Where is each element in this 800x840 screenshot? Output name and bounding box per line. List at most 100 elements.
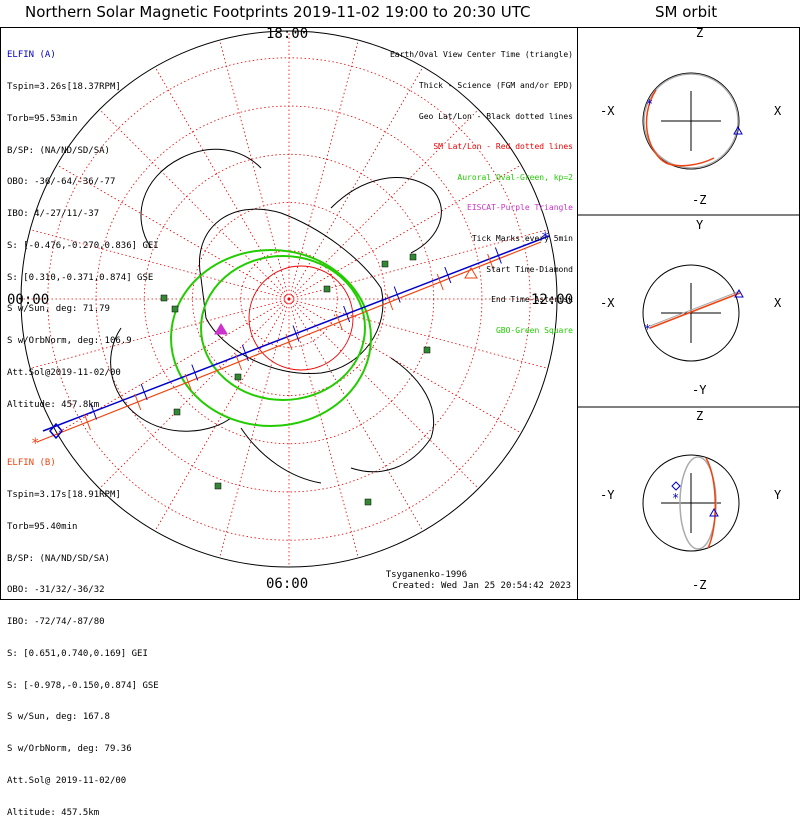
elfin-b-tick bbox=[83, 413, 91, 431]
elfin-b-tick bbox=[386, 293, 394, 311]
earth-circle bbox=[642, 72, 740, 170]
legend-entry: Thick - Science (FGM and/or EPD) bbox=[418, 81, 573, 91]
elfin-b-line: B/SP: (NA/ND/SD/SA) bbox=[7, 553, 110, 564]
sm-longitude-line bbox=[99, 109, 290, 300]
elfin-a-tick bbox=[343, 305, 351, 323]
legend-entry: End Time-Asterisk bbox=[491, 295, 573, 305]
orbit3-left-label: -Y bbox=[600, 488, 615, 502]
legend-entry: SM Lat/Lon - Red dotted lines bbox=[433, 142, 573, 152]
legend-entry: Earth/Oval View Center Time (triangle) bbox=[389, 50, 573, 60]
elfin-b-tick bbox=[184, 373, 192, 391]
elfin-a-line: S w/Sun, deg: 71.79 bbox=[7, 304, 110, 315]
elfin-b-line: S w/OrbNorm, deg: 79.36 bbox=[7, 744, 132, 755]
sm-longitude-line bbox=[288, 298, 479, 489]
orbit1-top-label: Z bbox=[696, 26, 704, 40]
mlt-label-right: 12:00 bbox=[531, 292, 574, 308]
footprint-map-panel: * * 18:00 00:00 12:00 06:00 ELFIN (A) Tsp… bbox=[0, 26, 578, 818]
sm-longitude-line bbox=[288, 40, 359, 300]
elfin-a-marker bbox=[709, 507, 719, 517]
elfin-a-tick bbox=[191, 364, 199, 381]
elfin-b-orbit bbox=[705, 457, 716, 549]
sm-longitude-line bbox=[30, 298, 290, 369]
elfin-a-marker bbox=[734, 288, 744, 298]
sm-longitude-line bbox=[154, 298, 290, 532]
elfin-b-line: S: [0.651,0.740,0.169] GEI bbox=[7, 648, 148, 659]
elfin-a-tick bbox=[241, 344, 249, 362]
sm-longitude-line bbox=[288, 109, 479, 300]
sm-longitude-line bbox=[219, 298, 290, 558]
elfin-a-start-diamond bbox=[671, 481, 681, 491]
elfin-b-tick bbox=[436, 273, 444, 291]
chart-title: Northern Solar Magnetic Footprints 2019-… bbox=[25, 3, 531, 21]
elfin-b-line: Altitude: 457.5km bbox=[7, 807, 100, 818]
elfin-b-end-asterisk: * bbox=[31, 436, 39, 452]
elfin-a-marker bbox=[733, 125, 743, 135]
coastline bbox=[140, 148, 262, 249]
legend-entry: Geo Lat/Lon - Black dotted lines bbox=[418, 111, 573, 121]
legend-entry: Auroral Oval-Green, kp=2 bbox=[457, 172, 573, 182]
elfin-b-line: OBO: -31/32/-36/32 bbox=[7, 585, 105, 596]
elfin-a-tick bbox=[393, 286, 401, 303]
orbit-panel-2 bbox=[642, 264, 740, 362]
coastline bbox=[330, 177, 442, 254]
elfin-a-asterisk: * bbox=[672, 491, 679, 505]
sm-longitude-line bbox=[56, 164, 290, 300]
orbit-panel-3 bbox=[642, 454, 740, 552]
elfin-a-line: IBO: 4/-27/11/-37 bbox=[7, 209, 100, 220]
orbit2-right-label: X bbox=[774, 296, 782, 310]
gbo-station-square bbox=[323, 285, 331, 293]
elfin-orbit-gray bbox=[643, 73, 739, 169]
elfin-b-tick bbox=[285, 333, 293, 351]
elfin-a-tick bbox=[444, 266, 452, 284]
elfin-a-line: S: [-0.476,-0.270,0.836] GEI bbox=[7, 240, 159, 251]
sm-longitude-line bbox=[288, 229, 548, 300]
sm-pole-circle bbox=[248, 265, 354, 371]
elfin-b-line: Tspin=3.17s[18.91RPM] bbox=[7, 489, 121, 500]
orbit3-bottom-label: -Z bbox=[692, 578, 707, 592]
sm-longitude-line bbox=[288, 164, 522, 300]
orbit3-top-label: Z bbox=[696, 409, 704, 423]
footprint-map: ** bbox=[20, 30, 558, 568]
sm-longitude-line bbox=[288, 298, 548, 369]
legend-entry: EISCAT-Purple Triangle bbox=[467, 203, 573, 213]
elfin-a-line: Att.Sol@2019-11-02/00 bbox=[7, 368, 121, 378]
elfin-b-line: Torb=95.40min bbox=[7, 521, 78, 532]
orbit-title: SM orbit bbox=[655, 3, 718, 21]
elfin-a-line: Tspin=3.26s[18.37RPM] bbox=[7, 81, 121, 92]
orbit2-bottom-label: -Y bbox=[692, 383, 707, 397]
auroral-oval-inner bbox=[200, 255, 366, 401]
elfin-a-tick bbox=[140, 383, 148, 401]
gbo-station-square bbox=[234, 373, 242, 381]
elfin-a-line: S w/OrbNorm, deg: 106.9 bbox=[7, 336, 132, 347]
orbit1-bottom-label: -Z bbox=[692, 193, 707, 207]
orbit2-left-label: -X bbox=[600, 296, 615, 310]
elfin-a-start-diamond bbox=[49, 422, 63, 440]
orbit2-top-label: Y bbox=[696, 218, 704, 232]
legend-entry: Tick Marks every 5min bbox=[471, 234, 573, 244]
sm-longitude-line bbox=[99, 298, 290, 489]
map-boundary bbox=[20, 30, 558, 568]
coastline bbox=[110, 327, 232, 432]
sm-longitude-line bbox=[30, 229, 290, 300]
gbo-station-square bbox=[160, 294, 168, 302]
elfin-a-line: Torb=95.53min bbox=[7, 113, 78, 124]
view-center-triangle bbox=[464, 267, 478, 279]
elfin-b-line: S w/Sun, deg: 167.8 bbox=[7, 712, 110, 723]
elfin-b-info: ELFIN (B) Tspin=3.17s[18.91RPM] Torb=95.… bbox=[7, 437, 159, 840]
orbit3-right-label: Y bbox=[774, 488, 782, 502]
sm-orbit-plots: * * * bbox=[578, 72, 799, 552]
elfin-a-name: ELFIN (A) bbox=[7, 50, 56, 61]
sm-orbit-panel: * * * Z -Z -X X Y -Y -X X Z -Z -Y Y bbox=[578, 26, 800, 600]
orbit-panel-1 bbox=[642, 72, 740, 170]
sm-longitude-line bbox=[154, 66, 290, 300]
gbo-station-square bbox=[381, 260, 389, 268]
earth-circle bbox=[642, 264, 740, 362]
elfin-a-line: B/SP: (NA/ND/SD/SA) bbox=[7, 145, 110, 156]
elfin-b-tick bbox=[235, 353, 243, 371]
elfin-a-tick bbox=[292, 325, 300, 342]
elfin-a-tick bbox=[90, 403, 98, 420]
sm-longitude-line bbox=[288, 298, 424, 532]
created-label: Created: Wed Jan 25 20:54:42 2023 bbox=[392, 581, 571, 591]
earth-circle bbox=[642, 454, 740, 552]
gbo-station-square bbox=[409, 253, 417, 261]
